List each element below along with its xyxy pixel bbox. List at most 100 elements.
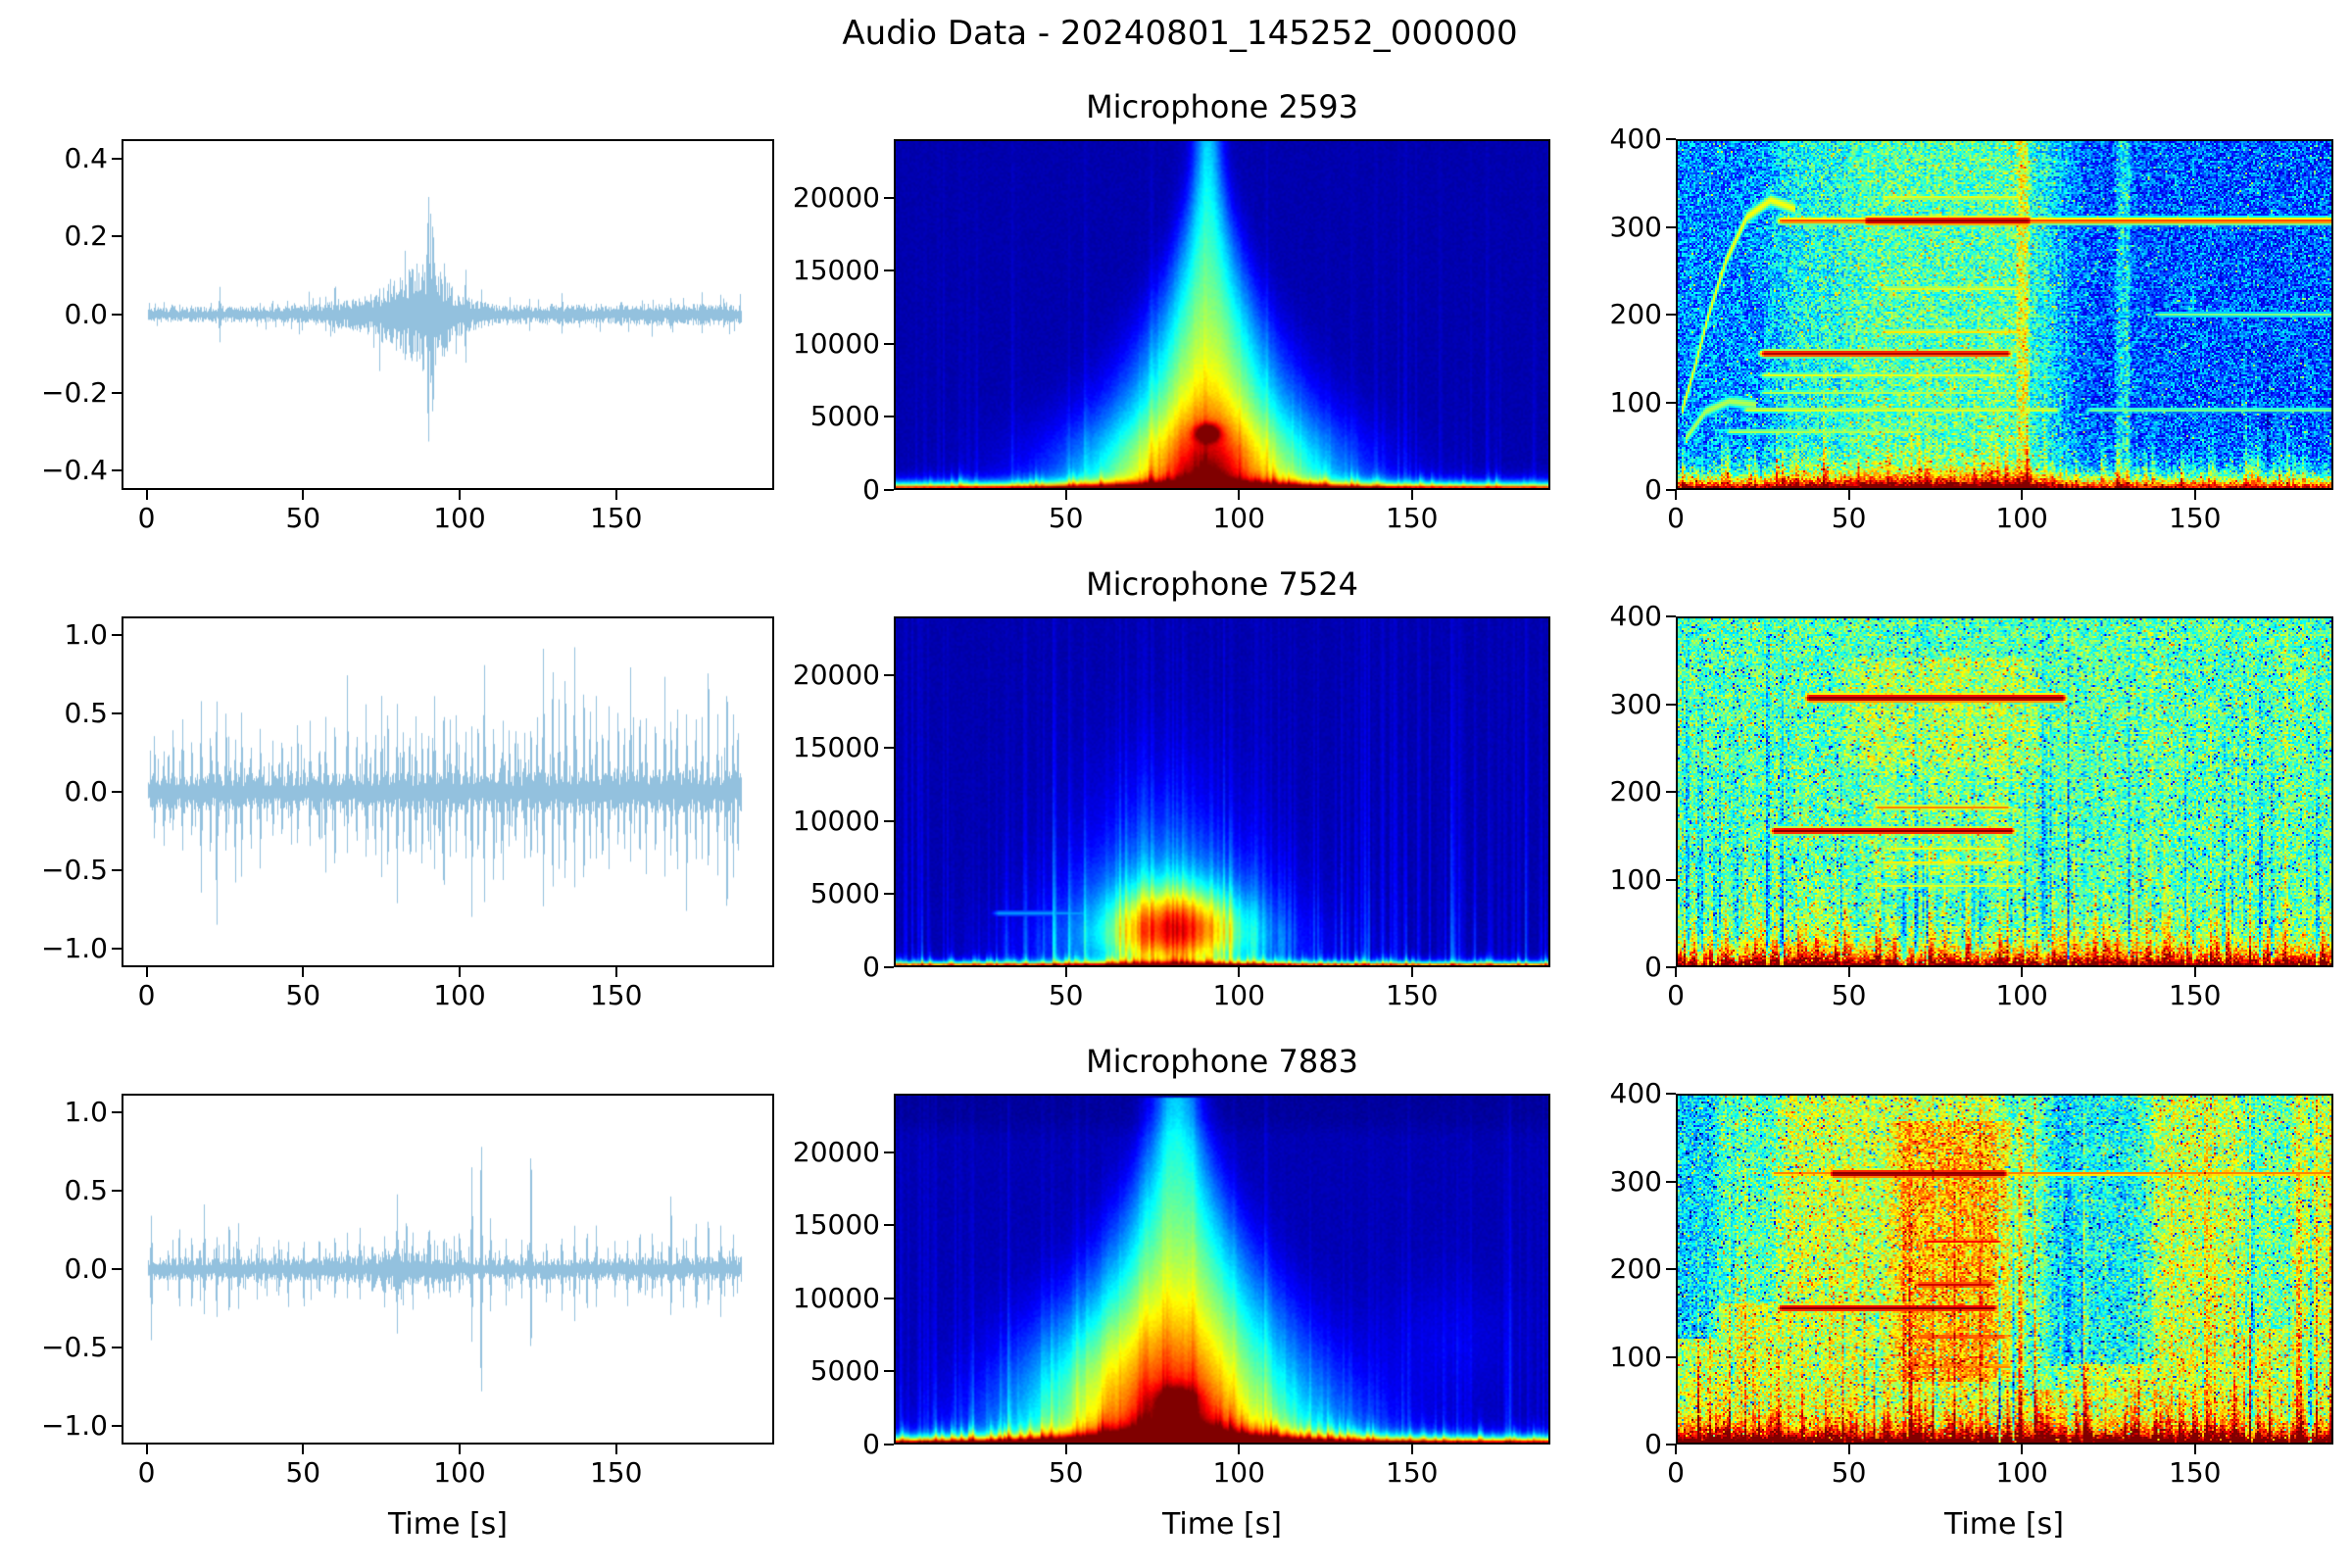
y-tick-mark bbox=[1666, 966, 1676, 968]
y-tick-mark bbox=[884, 747, 894, 750]
x-tick-mark bbox=[145, 490, 148, 500]
y-tick-mark bbox=[1666, 703, 1676, 706]
y-tick-label: −0.5 bbox=[41, 1330, 108, 1363]
waveform-plot-mic-7524: 0 50 100 150 −1.0 −0.5 0.0 0.5 1.0 bbox=[41, 616, 774, 1011]
x-tick-label: 150 bbox=[2169, 502, 2222, 534]
waveform-plot-mic-2593: 0 50 100 150 −0.4 −0.2 0.0 0.2 0.4 bbox=[41, 139, 774, 534]
x-tick-label: 50 bbox=[1048, 1456, 1084, 1489]
x-tick-mark bbox=[302, 967, 305, 977]
y-tick-label: 300 bbox=[1609, 1164, 1662, 1198]
y-tick-label: 300 bbox=[1609, 687, 1662, 720]
y-tick-mark bbox=[112, 391, 122, 394]
y-tick-mark bbox=[884, 1224, 894, 1227]
y-tick-mark bbox=[1666, 1093, 1676, 1095]
spectrogram-canvas-mic-7524 bbox=[896, 618, 1548, 965]
x-tick-mark bbox=[1064, 1445, 1067, 1454]
x-tick-label: 50 bbox=[285, 502, 321, 534]
y-tick-mark bbox=[1666, 225, 1676, 228]
y-tick-label: 0.0 bbox=[64, 298, 108, 330]
spectrogram-plot-mic-7524: 50 100 150 0 5000 10000 15000 20000 bbox=[793, 616, 1550, 1011]
waveform-canvas-mic-7524 bbox=[123, 618, 772, 965]
x-tick-label: 150 bbox=[589, 502, 643, 534]
y-tick-mark bbox=[884, 966, 894, 968]
y-tick-label: 10000 bbox=[792, 804, 880, 837]
x-tick-label: 100 bbox=[433, 1456, 486, 1489]
x-tick-mark bbox=[2021, 967, 2024, 977]
y-tick-label: 0 bbox=[1644, 951, 1662, 983]
x-tick-mark bbox=[2021, 1445, 2024, 1454]
y-tick-mark bbox=[112, 469, 122, 472]
x-tick-mark bbox=[1238, 1445, 1241, 1454]
y-tick-label: 20000 bbox=[792, 1135, 880, 1168]
x-tick-label: 100 bbox=[1212, 979, 1265, 1011]
y-tick-label: 0.4 bbox=[64, 141, 108, 174]
y-tick-mark bbox=[884, 270, 894, 272]
subplot-title-mic-7883: Microphone 7883 bbox=[1086, 1043, 1358, 1080]
lowfreq-spectrogram-plot-mic-2593: 0 50 100 150 0 100 200 300 400 bbox=[1610, 122, 2333, 534]
y-tick-label: 0 bbox=[862, 473, 880, 506]
lowfreq-spectrogram-canvas-mic-7883 bbox=[1678, 1096, 2331, 1443]
x-tick-mark bbox=[2193, 967, 2196, 977]
y-tick-label: 200 bbox=[1609, 775, 1662, 808]
x-tick-mark bbox=[145, 967, 148, 977]
y-tick-label: 0.5 bbox=[64, 697, 108, 730]
x-tick-label: 150 bbox=[589, 979, 643, 1011]
x-tick-mark bbox=[302, 490, 305, 500]
x-tick-mark bbox=[1238, 967, 1241, 977]
waveform-canvas-mic-2593 bbox=[123, 141, 772, 488]
x-tick-label: 100 bbox=[1995, 979, 2048, 1011]
y-tick-mark bbox=[112, 157, 122, 160]
y-tick-mark bbox=[1666, 489, 1676, 491]
x-tick-label: 0 bbox=[137, 1456, 156, 1489]
y-tick-mark bbox=[112, 634, 122, 637]
x-tick-label: 100 bbox=[1995, 502, 2048, 534]
y-tick-mark bbox=[884, 673, 894, 676]
spectrogram-plot-mic-7883: 50 100 150 0 5000 10000 15000 20000 bbox=[793, 1094, 1550, 1489]
y-tick-label: 5000 bbox=[809, 400, 880, 433]
y-tick-mark bbox=[112, 1268, 122, 1270]
x-tick-label: 50 bbox=[1048, 502, 1084, 534]
y-tick-mark bbox=[112, 1424, 122, 1427]
x-tick-label: 50 bbox=[1048, 979, 1084, 1011]
figure-title: Audio Data - 20240801_145252_000000 bbox=[842, 14, 1518, 53]
y-tick-label: −0.2 bbox=[41, 375, 108, 409]
x-tick-label: 0 bbox=[1667, 979, 1685, 1011]
waveform-plot-mic-7883: 0 50 100 150 −1.0 −0.5 0.0 0.5 1.0 bbox=[41, 1094, 774, 1489]
x-tick-mark bbox=[2021, 490, 2024, 500]
y-tick-mark bbox=[884, 819, 894, 822]
x-tick-label: 100 bbox=[1212, 1456, 1265, 1489]
x-tick-mark bbox=[1675, 490, 1677, 500]
y-tick-mark bbox=[884, 196, 894, 199]
x-tick-label: 150 bbox=[1386, 502, 1439, 534]
spectrogram-canvas-mic-2593 bbox=[896, 141, 1548, 488]
x-tick-label: 100 bbox=[433, 979, 486, 1011]
y-tick-mark bbox=[112, 1346, 122, 1348]
y-tick-mark bbox=[884, 1297, 894, 1299]
y-tick-label: 300 bbox=[1609, 210, 1662, 243]
y-tick-mark bbox=[112, 791, 122, 793]
y-tick-mark bbox=[884, 489, 894, 491]
y-tick-label: 0 bbox=[862, 951, 880, 983]
x-tick-label: 150 bbox=[2169, 1456, 2222, 1489]
x-tick-mark bbox=[1238, 490, 1241, 500]
y-tick-label: 10000 bbox=[792, 326, 880, 360]
y-tick-mark bbox=[1666, 878, 1676, 881]
y-tick-label: 400 bbox=[1609, 122, 1662, 155]
x-tick-label: 0 bbox=[1667, 502, 1685, 534]
y-tick-label: 200 bbox=[1609, 298, 1662, 330]
y-tick-mark bbox=[1666, 138, 1676, 140]
y-tick-label: 0.0 bbox=[64, 1252, 108, 1285]
x-tick-label: 50 bbox=[285, 979, 321, 1011]
y-tick-mark bbox=[1666, 314, 1676, 316]
x-tick-mark bbox=[145, 1445, 148, 1454]
x-tick-label: 50 bbox=[1831, 1456, 1867, 1489]
subplot-title-mic-2593: Microphone 2593 bbox=[1086, 88, 1358, 125]
x-tick-mark bbox=[1675, 1445, 1677, 1454]
x-tick-label: 150 bbox=[589, 1456, 643, 1489]
y-tick-mark bbox=[1666, 401, 1676, 404]
y-tick-mark bbox=[112, 868, 122, 871]
y-tick-label: 20000 bbox=[792, 658, 880, 691]
y-tick-mark bbox=[1666, 1180, 1676, 1183]
lowfreq-spectrogram-canvas-mic-2593 bbox=[1678, 141, 2331, 488]
